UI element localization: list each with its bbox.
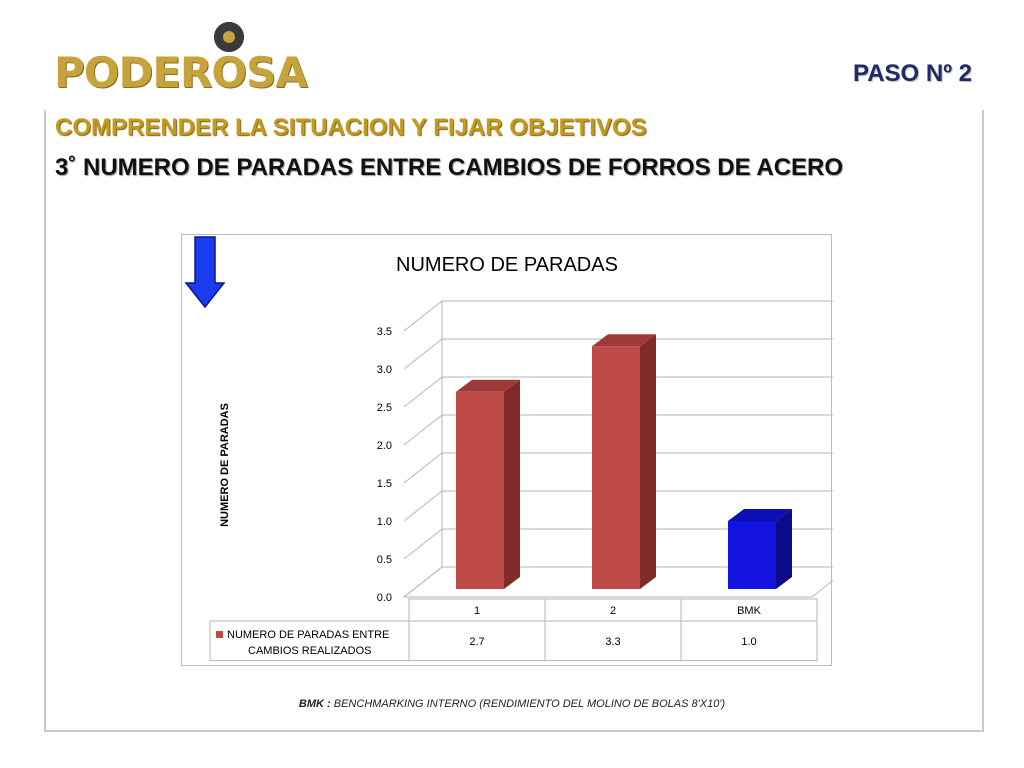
gridline-side [403,528,443,560]
bar-side [776,509,792,589]
footnote-text: BENCHMARKING INTERNO (RENDIMIENTO DEL MO… [330,698,726,710]
content-frame [44,110,984,732]
legend-label-line2: CAMBIOS REALIZADOS [248,645,371,657]
bar-top [728,509,792,521]
step-label: PASO Nº 2 [852,60,972,87]
y-tick-label: 0.0 [377,592,392,604]
data-table: 1 2 BMK NUMERO DE PARADAS ENTRE CAMBIOS REAL… [209,598,818,662]
section-subtitle: COMPRENDER LA SITUACION Y FIJAR OBJETIVO… [55,114,647,141]
footnote: BMK : BENCHMARKING INTERNO (RENDIMIENTO … [0,698,1024,710]
bar-top [592,334,656,347]
gridline-side [403,452,443,484]
slide-heading: 3˚ NUMERO DE PARADAS ENTRE CAMBIOS DE FO… [55,154,844,181]
gridline-side [403,300,443,332]
bar-front [592,346,640,589]
bar-front [728,521,776,589]
y-tick-label: 1.5 [377,478,392,490]
legend-label-line1: NUMERO DE PARADAS ENTRE [227,629,389,641]
logo-text: PODEROSA [54,48,308,97]
bar-side [504,379,520,589]
data-value-label: 3.3 [605,636,620,648]
bar [728,509,792,589]
data-value-label: 1.0 [741,636,756,648]
y-tick-label: 3.0 [377,364,392,376]
bar-front [456,391,504,589]
bar-chart: NUMERO DE PARADAS NUMERO DE PARADAS 0.00… [209,254,833,662]
chart-title: NUMERO DE PARADAS [396,254,618,276]
gridline-side [403,338,443,370]
legend-swatch [216,631,223,638]
bar-side [640,334,656,589]
chart-bars [456,334,792,589]
bar-top [456,379,520,392]
y-axis-label: NUMERO DE PARADAS [219,403,231,527]
y-tick-label: 2.0 [377,440,392,452]
table-value-cell [680,620,818,662]
gridline-side [403,376,443,408]
bar [456,379,520,589]
down-arrow-icon [184,236,226,309]
y-tick-label: 3.5 [377,326,392,338]
data-value-label: 2.7 [469,636,484,648]
y-tick-label: 2.5 [377,402,392,414]
y-tick-label: 1.0 [377,516,392,528]
chart-floor [402,566,833,598]
category-label: 1 [474,605,480,617]
category-label: 2 [610,605,616,617]
category-label: BMK [737,605,762,617]
logo-emblem-icon [214,22,244,52]
poderosa-logo: PODEROSA [50,18,320,98]
chart-container: NUMERO DE PARADAS NUMERO DE PARADAS 0.0 0… [181,234,833,666]
gridline-side [403,490,443,522]
y-axis-ticks: 0.0 0.5 1.0 1.5 2.0 2.5 3.0 3.5 [377,326,392,604]
y-tick-label: 0.5 [377,554,392,566]
footnote-label: BMK : [298,698,331,710]
gridline-side [403,414,443,446]
bar [592,334,656,589]
